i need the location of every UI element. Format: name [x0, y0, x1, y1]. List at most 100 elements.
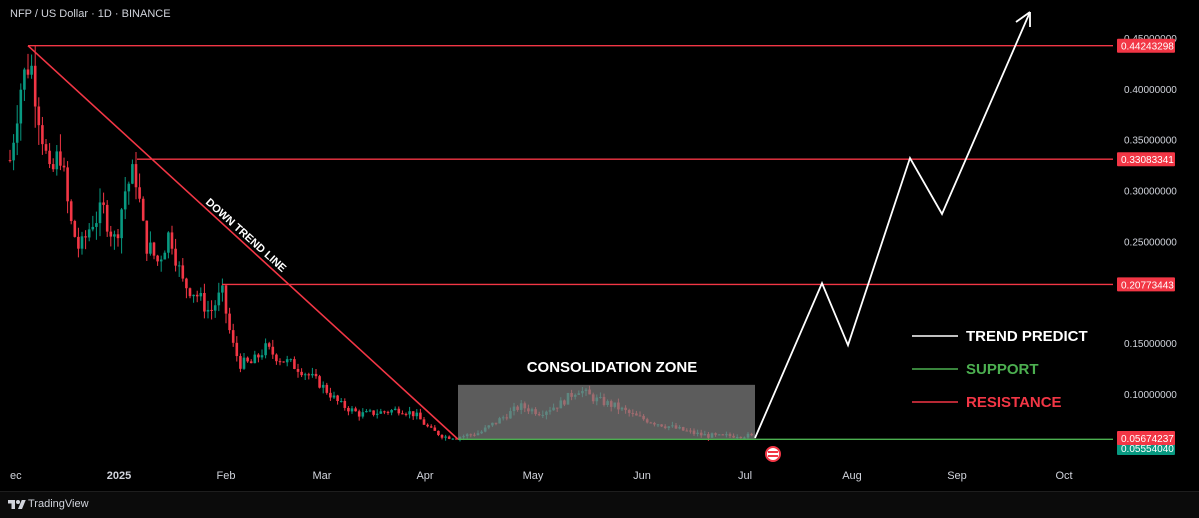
price-tag-resistance	[1117, 277, 1175, 292]
candle-body	[127, 183, 131, 192]
candle-body	[152, 242, 156, 256]
x-tick-label: Oct	[1055, 470, 1072, 482]
y-tick-label: 0.40000000	[1124, 85, 1177, 96]
candle-body	[26, 69, 30, 75]
candle-body	[336, 395, 339, 402]
x-tick-label: ec	[10, 470, 22, 482]
price-tag-current	[1117, 430, 1175, 445]
candle-body	[188, 288, 192, 297]
candle-body	[314, 373, 318, 377]
candle-body	[451, 438, 455, 440]
candle-body	[282, 361, 285, 363]
price-axis: 0.10000000 0.15000000 0.25000000 0.30000000…	[1117, 34, 1177, 455]
candle-body	[321, 384, 325, 388]
y-tick-label: 0.35000000	[1124, 136, 1177, 147]
candle-body	[23, 69, 26, 90]
time-axis: ec 2025 Feb Mar Apr May Jun Jul Aug Sep Oct	[10, 470, 1073, 482]
y-tick-label: 0.10000000	[1124, 390, 1177, 401]
candle-body	[33, 65, 37, 107]
candle-body	[397, 408, 401, 414]
candle-body	[447, 436, 451, 439]
candle-body	[44, 144, 48, 151]
candle-body	[433, 427, 437, 431]
y-tick-label: 0.15000000	[1124, 339, 1177, 350]
candle-body	[318, 376, 321, 388]
candle-body	[170, 232, 174, 249]
y-tick-label: 0.30000000	[1124, 187, 1177, 198]
candle-body	[19, 89, 23, 124]
candle-body	[192, 294, 195, 297]
candle-body	[41, 125, 44, 145]
candle-body	[62, 165, 66, 168]
price-chart[interactable]: CONSOLIDATION ZONE DOWN TREND LINE TREND P…	[0, 0, 1199, 491]
candle-body	[372, 410, 375, 415]
candle-body	[181, 265, 185, 279]
candle-body	[408, 411, 411, 415]
candle-body	[120, 209, 123, 239]
candle-body	[383, 411, 386, 413]
candle-body	[145, 220, 149, 254]
candle-body	[203, 293, 206, 312]
candle-body	[393, 408, 397, 411]
candle-body	[221, 285, 224, 293]
consolidation-zone-label: CONSOLIDATION ZONE	[527, 359, 698, 376]
candle-body	[174, 248, 177, 266]
candle-body	[440, 435, 444, 438]
candle-body	[426, 424, 429, 427]
us-flag-event-icon	[765, 446, 781, 462]
candle-body	[8, 160, 12, 162]
candle-body	[429, 426, 433, 428]
candle-body	[134, 164, 138, 188]
candle-body	[37, 106, 41, 126]
x-tick-label: Aug	[842, 470, 862, 482]
price-tag-label: 0.33083341	[1121, 155, 1174, 166]
candle-body	[167, 232, 170, 253]
candle-body	[177, 265, 181, 267]
candles-layer	[8, 45, 753, 442]
price-tag-label: 0.05674237	[1121, 434, 1174, 445]
candle-body	[217, 292, 221, 306]
overlays-layer: CONSOLIDATION ZONE DOWN TREND LINE TREND P…	[27, 11, 1113, 462]
candle-body	[12, 142, 15, 161]
candle-body	[138, 187, 141, 199]
symbol-header[interactable]: NFP / US Dollar · 1D · BINANCE	[10, 8, 171, 20]
candle-body	[293, 359, 296, 369]
candle-body	[289, 359, 293, 361]
us-flag-event-icon	[768, 455, 778, 457]
x-tick-label: Mar	[313, 470, 332, 482]
candle-body	[224, 285, 228, 314]
candle-body	[437, 430, 440, 436]
candle-body	[199, 293, 203, 297]
candle-body	[231, 330, 235, 343]
candle-body	[386, 411, 390, 413]
candle-body	[253, 354, 257, 364]
candle-body	[347, 407, 350, 412]
candle-body	[339, 401, 343, 403]
candle-body	[91, 226, 95, 230]
candle-body	[415, 412, 419, 417]
candle-body	[325, 384, 329, 393]
candle-body	[401, 413, 404, 415]
x-tick-label: Sep	[947, 470, 967, 482]
candle-body	[278, 361, 282, 363]
tradingview-brand[interactable]: TradingView	[28, 498, 89, 510]
candle-body	[235, 342, 239, 357]
candle-body	[30, 65, 33, 75]
price-tag-resistance	[1117, 152, 1175, 167]
candle-body	[444, 436, 447, 438]
price-tag-resistance	[1117, 38, 1175, 53]
tradingview-logo-icon[interactable]	[8, 498, 26, 512]
candle-body	[246, 357, 249, 362]
candle-body	[66, 167, 69, 202]
candle-body	[69, 201, 73, 222]
candle-body	[419, 412, 422, 420]
candle-body	[116, 234, 120, 239]
candle-body	[98, 202, 102, 224]
legend-label: SUPPORT	[966, 361, 1039, 378]
candle-body	[307, 374, 311, 376]
trend-predict-arrowhead	[1015, 11, 1031, 27]
candle-body	[390, 410, 393, 413]
candle-body	[267, 343, 271, 347]
candle-body	[332, 395, 336, 398]
